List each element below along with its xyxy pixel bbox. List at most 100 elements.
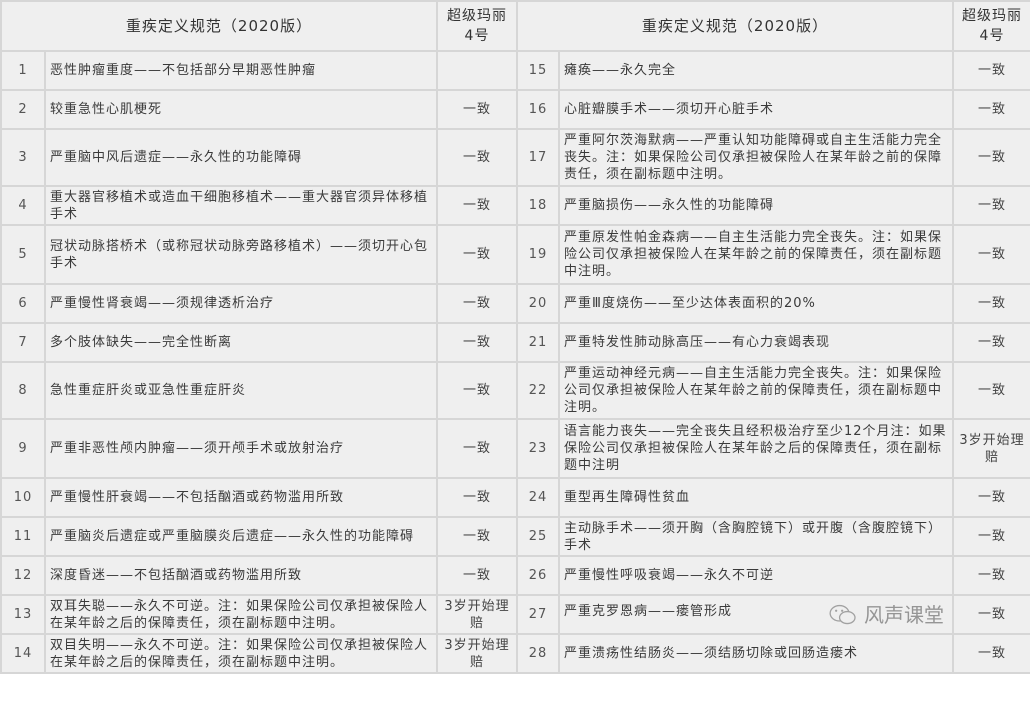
item-result-cell: 一致 — [952, 633, 1030, 674]
item-number-cell: 11 — [0, 516, 46, 557]
table-row: 2 较重急性心肌梗死 一致 16 心脏瓣膜手术——须切开心脏手术 一致 — [0, 89, 1030, 130]
item-result-cell — [436, 50, 518, 91]
item-definition-cell: 深度昏迷——不包括酗酒或药物滥用所致 — [44, 555, 438, 596]
item-definition-cell: 重型再生障碍性贫血 — [558, 477, 954, 518]
table-row: 3 严重脑中风后遗症——永久性的功能障碍 一致 17 严重阿尔茨海默病——严重认知功能障… — [0, 128, 1030, 187]
item-result: 一致 — [462, 150, 491, 165]
item-number: 2 — [18, 102, 28, 117]
item-result: 一致 — [977, 607, 1006, 622]
item-number: 19 — [528, 247, 548, 262]
item-result: 一致 — [462, 490, 491, 505]
item-result: 一致 — [462, 102, 491, 117]
item-result: 一致 — [977, 150, 1006, 165]
item-definition-cell: 严重特发性肺动脉高压——有心力衰竭表现 — [558, 322, 954, 363]
item-definition: 严重脑炎后遗症或严重脑膜炎后遗症——永久性的功能障碍 — [50, 529, 415, 544]
item-definition: 双目失明——永久不可逆。注：如果保险公司仅承担被保险人在某年龄之后的保障责任，须… — [50, 637, 429, 670]
table-row: 14 双目失明——永久不可逆。注：如果保险公司仅承担被保险人在某年龄之后的保障责任… — [0, 633, 1030, 674]
item-definition: 严重特发性肺动脉高压——有心力衰竭表现 — [564, 335, 831, 350]
item-result-cell: 一致 — [436, 224, 518, 285]
item-result-cell: 一致 — [436, 361, 518, 420]
item-number: 12 — [13, 568, 33, 583]
item-number-cell: 6 — [0, 283, 46, 324]
item-number-cell: 25 — [516, 516, 560, 557]
product-header-left: 超级玛丽 4号 — [436, 0, 518, 52]
item-result: 一致 — [977, 335, 1006, 350]
item-number-cell: 16 — [516, 89, 560, 130]
item-number: 7 — [18, 335, 28, 350]
item-definition: 严重慢性肾衰竭——须规律透析治疗 — [50, 296, 275, 311]
item-number-cell: 5 — [0, 224, 46, 285]
item-result: 3岁开始理赔 — [444, 637, 510, 670]
item-number-cell: 24 — [516, 477, 560, 518]
definition-header-right: 重疾定义规范（2020版） — [516, 0, 954, 52]
item-definition-cell: 较重急性心肌梗死 — [44, 89, 438, 130]
item-result-cell: 一致 — [952, 128, 1030, 187]
table-row: 13 双耳失聪——永久不可逆。注：如果保险公司仅承担被保险人在某年龄之后的保障责任… — [0, 594, 1030, 635]
item-definition: 语言能力丧失——完全丧失且经积极治疗至少12个月注：如果保险公司仅承担被保险人在… — [564, 424, 947, 473]
item-definition-cell: 严重脑中风后遗症——永久性的功能障碍 — [44, 128, 438, 187]
item-number: 8 — [18, 383, 28, 398]
item-result: 一致 — [977, 383, 1006, 398]
item-result-cell: 一致 — [952, 322, 1030, 363]
item-number-cell: 20 — [516, 283, 560, 324]
item-number-cell: 10 — [0, 477, 46, 518]
item-definition: 严重Ⅲ度烧伤——至少达体表面积的20% — [564, 296, 816, 311]
item-definition: 严重原发性帕金森病——自主生活能力完全丧失。注：如果保险公司仅承担被保险人在某年… — [564, 230, 943, 279]
item-number: 26 — [528, 568, 548, 583]
item-result: 一致 — [462, 568, 491, 583]
item-definition: 冠状动脉搭桥术（或称冠状动脉旁路移植术）——须切开心包手术 — [50, 238, 429, 271]
table-row: 4 重大器官移植术或造血干细胞移植术——重大器官须异体移植手术 一致 18 严重脑损伤—… — [0, 185, 1030, 226]
product-name: 超级玛丽 — [447, 8, 507, 24]
item-definition-cell: 严重慢性肝衰竭——不包括酗酒或药物滥用所致 — [44, 477, 438, 518]
item-number: 28 — [528, 646, 548, 661]
item-result-cell: 一致 — [436, 185, 518, 226]
item-number-cell: 3 — [0, 128, 46, 187]
item-result-cell: 一致 — [952, 89, 1030, 130]
item-result: 一致 — [462, 296, 491, 311]
item-definition: 严重克罗恩病——瘘管形成 — [564, 603, 733, 619]
item-result-cell: 一致 — [952, 516, 1030, 557]
item-number: 27 — [528, 607, 548, 622]
item-definition-cell: 双目失明——永久不可逆。注：如果保险公司仅承担被保险人在某年龄之后的保障责任，须… — [44, 633, 438, 674]
product-version: 4号 — [979, 28, 1005, 44]
watermark: 风声课堂 — [828, 603, 944, 627]
table-row: 11 严重脑炎后遗症或严重脑膜炎后遗症——永久性的功能障碍 一致 25 主动脉手术——须… — [0, 516, 1030, 557]
item-result: 一致 — [977, 247, 1006, 262]
table-row: 5 冠状动脉搭桥术（或称冠状动脉旁路移植术）——须切开心包手术 一致 19 严重原发性帕… — [0, 224, 1030, 285]
item-result-cell: 一致 — [436, 283, 518, 324]
item-number: 20 — [528, 296, 548, 311]
item-number-cell: 15 — [516, 50, 560, 91]
item-definition: 严重脑损伤——永久性的功能障碍 — [564, 198, 775, 213]
item-definition: 心脏瓣膜手术——须切开心脏手术 — [564, 102, 775, 117]
item-number-cell: 7 — [0, 322, 46, 363]
item-definition-cell: 严重脑损伤——永久性的功能障碍 — [558, 185, 954, 226]
item-result: 一致 — [977, 490, 1006, 505]
item-number-cell: 21 — [516, 322, 560, 363]
item-number: 14 — [13, 646, 33, 661]
item-result: 一致 — [977, 63, 1006, 78]
item-result: 一致 — [462, 441, 491, 456]
item-number: 6 — [18, 296, 28, 311]
item-definition-cell: 风声课堂 严重克罗恩病——瘘管形成 — [558, 594, 954, 635]
wechat-icon — [829, 604, 856, 624]
item-definition-cell: 严重原发性帕金森病——自主生活能力完全丧失。注：如果保险公司仅承担被保险人在某年… — [558, 224, 954, 285]
item-definition-cell: 主动脉手术——须开胸（含胸腔镜下）或开腹（含腹腔镜下）手术 — [558, 516, 954, 557]
item-definition: 严重脑中风后遗症——永久性的功能障碍 — [50, 150, 303, 165]
item-number-cell: 18 — [516, 185, 560, 226]
item-result-cell: 一致 — [436, 89, 518, 130]
item-number-cell: 2 — [0, 89, 46, 130]
item-result-cell: 一致 — [952, 477, 1030, 518]
item-definition-cell: 重大器官移植术或造血干细胞移植术——重大器官须异体移植手术 — [44, 185, 438, 226]
watermark-text: 风声课堂 — [864, 602, 944, 627]
item-number: 4 — [18, 198, 28, 213]
table-row: 12 深度昏迷——不包括酗酒或药物滥用所致 一致 26 严重慢性呼吸衰竭——永久不可逆 一… — [0, 555, 1030, 596]
item-result-cell: 一致 — [436, 477, 518, 518]
item-number: 18 — [528, 198, 548, 213]
item-definition: 严重慢性肝衰竭——不包括酗酒或药物滥用所致 — [50, 490, 345, 505]
item-result: 一致 — [462, 247, 491, 262]
item-definition-cell: 双耳失聪——永久不可逆。注：如果保险公司仅承担被保险人在某年龄之后的保障责任，须… — [44, 594, 438, 635]
item-number: 22 — [528, 383, 548, 398]
item-result: 一致 — [977, 568, 1006, 583]
item-result: 一致 — [977, 646, 1006, 661]
critical-illness-comparison-table: 重疾定义规范（2020版） 超级玛丽 4号 重疾定义规范（2020版） 超级玛丽 4… — [0, 0, 1030, 674]
